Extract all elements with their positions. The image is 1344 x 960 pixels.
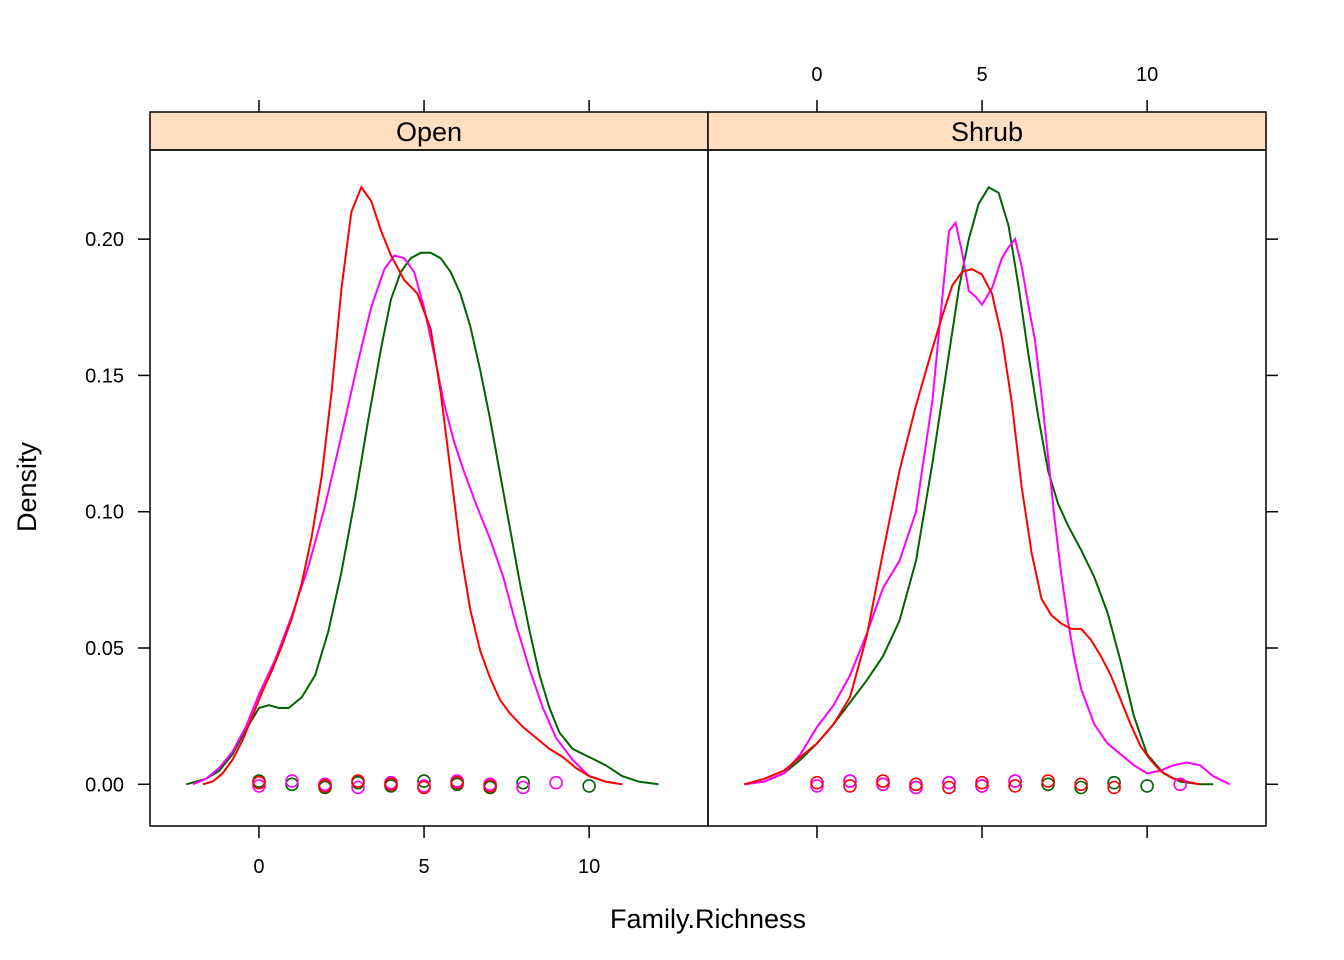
density-curve-shrub-3: [744, 268, 1201, 786]
data-point: [975, 779, 989, 793]
data-point: [1140, 779, 1154, 793]
data-point: [1074, 780, 1088, 795]
x-tick-label: 10: [578, 856, 600, 878]
data-point: [516, 780, 530, 795]
data-point: [351, 780, 365, 795]
strip-label-shrub: Shrub: [951, 117, 1023, 147]
data-point: [516, 775, 530, 790]
data-point: [285, 774, 299, 788]
x-tick-label: 0: [253, 856, 264, 878]
x-axis-title: Family.Richness: [610, 904, 806, 934]
data-point: [909, 777, 923, 792]
data-point: [942, 780, 956, 795]
data-point: [549, 775, 563, 790]
plot-area-open: [149, 149, 709, 827]
y-tick-label: 0.00: [85, 774, 124, 796]
data-point: [1074, 777, 1088, 792]
data-point: [909, 780, 923, 795]
y-tick-label: 0.15: [85, 365, 124, 387]
y-tick-label: 0.05: [85, 638, 124, 660]
data-point: [450, 775, 464, 790]
data-point: [1107, 775, 1121, 790]
data-point: [942, 775, 956, 790]
data-point: [1041, 777, 1055, 792]
data-point: [483, 779, 497, 793]
data-point: [810, 779, 824, 793]
density-curve-shrub-1: [744, 185, 1214, 786]
data-point: [843, 774, 857, 788]
data-point: [1041, 774, 1055, 788]
data-point: [1008, 779, 1022, 793]
data-point: [876, 777, 890, 792]
data-point: [1008, 774, 1022, 788]
data-point: [252, 775, 266, 790]
axes: 0 5 10 0 5 10 0.00 0.05 0.10 0.15 0.20: [85, 64, 1278, 878]
data-point: [1107, 780, 1121, 795]
panels: Open Shrub: [149, 111, 1267, 827]
density-curve-open-2: [192, 254, 623, 786]
data-point: [318, 779, 332, 793]
strip-open: [149, 111, 709, 151]
data-point: [843, 779, 857, 793]
data-point: [351, 774, 365, 788]
plot-area-shrub: [707, 149, 1267, 827]
y-tick-label: 0.20: [85, 229, 124, 251]
panel-shrub: Shrub: [707, 111, 1267, 827]
data-point: [975, 775, 989, 790]
data-point: [252, 779, 266, 793]
data-point: [285, 777, 299, 792]
strip-label-open: Open: [396, 117, 462, 147]
data-point: [1173, 777, 1187, 792]
y-axis-title: Density: [12, 441, 42, 532]
strip-shrub: [707, 111, 1267, 151]
data-point: [417, 774, 431, 788]
data-point: [810, 775, 824, 790]
x-tick-label-top: 10: [1136, 64, 1158, 86]
x-tick-label-top: 0: [811, 64, 822, 86]
density-curve-shrub-2: [744, 220, 1231, 786]
density-curve-open-1: [186, 251, 659, 786]
data-point: [384, 777, 398, 792]
panel-open: Open: [149, 111, 709, 827]
data-point: [582, 779, 596, 793]
x-tick-label-top: 5: [976, 64, 987, 86]
x-tick-label: 5: [418, 856, 429, 878]
data-point: [876, 774, 890, 788]
y-tick-label: 0.10: [85, 502, 124, 524]
data-point: [417, 780, 431, 795]
density-curve-open-3: [202, 185, 623, 786]
